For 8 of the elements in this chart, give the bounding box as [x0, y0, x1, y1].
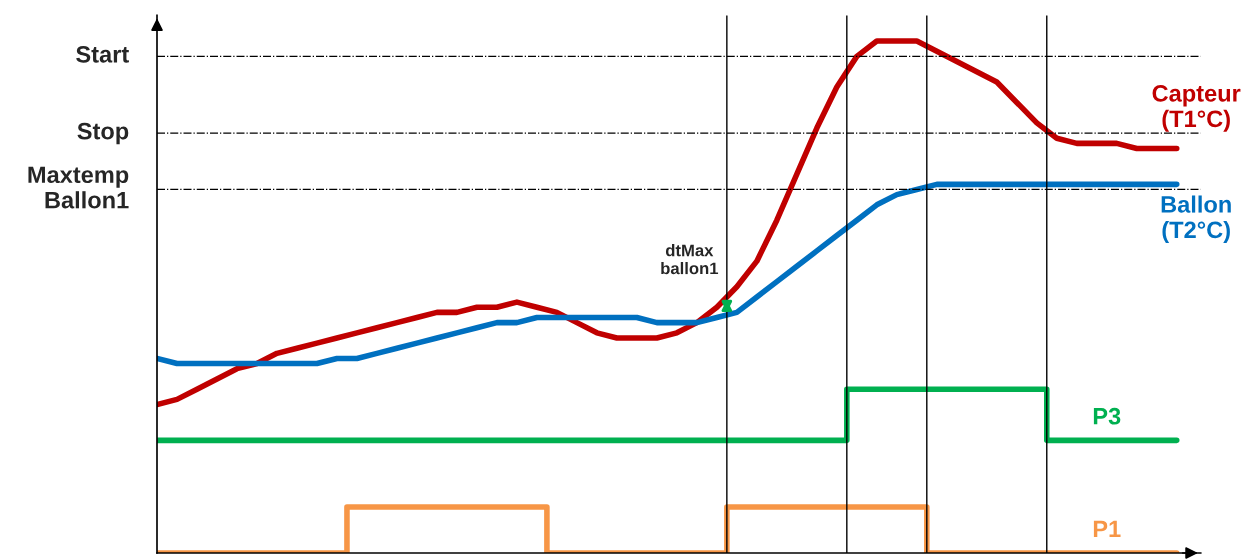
annotation: dtMax ballon1 [661, 244, 719, 275]
series-label: Ballon (T2°C) [1161, 195, 1231, 243]
ref-line-label: Maxtemp Ballon1 [28, 166, 129, 209]
series-label: P1 [1093, 520, 1121, 537]
ref-line-label: Start [76, 45, 129, 63]
series-label: Capteur (T1°C) [1152, 85, 1241, 132]
series-label: P3 [1093, 407, 1121, 425]
ref-line-label: Stop [77, 122, 129, 145]
